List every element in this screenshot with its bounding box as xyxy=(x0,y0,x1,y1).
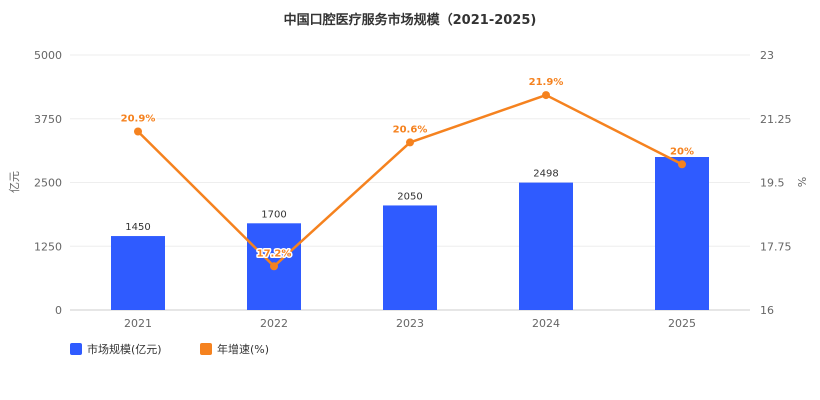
x-tick-label: 2023 xyxy=(396,317,424,330)
axes: 0 1250 2500 3750 5000 16 17.75 19.5 21.25 23 2021 2… xyxy=(34,49,792,330)
line-data-label: 21.9% xyxy=(529,77,564,88)
line-point xyxy=(542,91,550,100)
y-right-tick-label: 16 xyxy=(760,304,774,317)
bar xyxy=(111,236,165,310)
x-tick-label: 2024 xyxy=(532,317,560,330)
line-data-label: 20% xyxy=(670,146,694,157)
y-left-tick-label: 0 xyxy=(55,304,62,317)
y-left-tick-label: 1250 xyxy=(34,240,62,253)
bar-data-label: 2050 xyxy=(397,191,422,202)
line-point xyxy=(678,160,686,169)
legend-label: 市场规模(亿元) xyxy=(87,342,162,356)
y-left-tick-label: 2500 xyxy=(34,177,62,190)
line-data-label: 20.9% xyxy=(121,114,156,125)
line-point xyxy=(270,262,278,271)
line-point xyxy=(406,138,414,147)
bar xyxy=(383,205,437,310)
bar-data-label: 1700 xyxy=(261,209,286,220)
legend-swatch xyxy=(200,343,212,355)
y-left-tick-label: 3750 xyxy=(34,113,62,126)
line-series: 20.9% 17.2% 20.6% 21.9% 20% xyxy=(119,76,695,271)
y-right-tick-label: 21.25 xyxy=(760,113,792,126)
line-point xyxy=(134,127,142,136)
y-right-tick-label: 19.5 xyxy=(760,177,785,190)
y-right-tick-label: 23 xyxy=(760,49,774,62)
gridlines xyxy=(70,54,750,311)
x-tick-label: 2025 xyxy=(668,317,696,330)
legend: 市场规模(亿元) 年增速(%) xyxy=(70,342,269,356)
bar xyxy=(519,182,573,310)
line-data-label: 17.2% xyxy=(257,248,292,259)
y-right-tick-label: 17.75 xyxy=(760,240,792,253)
line-data-label: 20.6% xyxy=(393,124,428,135)
legend-swatch xyxy=(70,343,82,355)
x-tick-label: 2022 xyxy=(260,317,288,330)
bar xyxy=(655,157,709,310)
bar-data-label: 2498 xyxy=(533,169,558,180)
chart-title: 中国口腔医疗服务市场规模（2021-2025) xyxy=(284,12,537,28)
bar-data-label: 1450 xyxy=(125,222,150,233)
y-left-tick-label: 5000 xyxy=(34,49,62,62)
y-right-axis-title: % xyxy=(795,177,808,187)
bar-series: 1450 1700 2050 2498 xyxy=(111,157,709,310)
legend-label: 年增速(%) xyxy=(217,342,269,356)
y-left-axis-title: 亿元 xyxy=(8,171,21,193)
x-tick-label: 2021 xyxy=(124,317,152,330)
